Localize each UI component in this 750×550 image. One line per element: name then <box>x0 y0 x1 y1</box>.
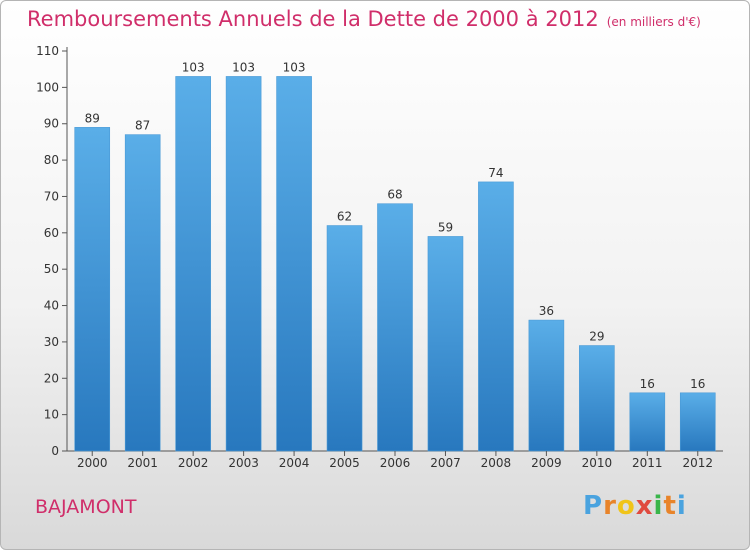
bar-value-label: 59 <box>438 220 453 234</box>
y-tick-label: 0 <box>51 444 59 458</box>
bar-value-label: 62 <box>337 210 352 224</box>
x-tick-label: 2003 <box>228 456 259 470</box>
bar-value-label: 103 <box>182 60 205 74</box>
bar <box>326 225 363 452</box>
bar-value-label: 36 <box>539 304 554 318</box>
x-tick-label: 2008 <box>481 456 512 470</box>
proxiti-logo: Proxiti <box>583 491 687 521</box>
y-tick-label: 20 <box>44 371 59 385</box>
bar <box>175 76 211 452</box>
bar <box>377 203 413 452</box>
bar <box>124 134 161 452</box>
logo-letter: o <box>616 491 636 521</box>
bar-value-label: 103 <box>232 60 255 74</box>
bar-value-label: 29 <box>589 330 604 344</box>
y-tick-label: 60 <box>44 226 59 240</box>
bar <box>679 392 716 452</box>
x-tick-label: 2004 <box>279 456 310 470</box>
bar <box>629 392 666 452</box>
x-tick-label: 2007 <box>430 456 461 470</box>
bar-value-label: 74 <box>488 166 503 180</box>
logo-letter: r <box>603 491 617 521</box>
y-tick-label: 50 <box>44 262 59 276</box>
logo-letter: i <box>653 491 664 521</box>
bar <box>427 236 464 452</box>
bar-value-label: 68 <box>387 188 402 202</box>
x-tick-label: 2011 <box>632 456 663 470</box>
bar <box>579 345 615 452</box>
x-tick-label: 2005 <box>329 456 360 470</box>
bar-value-label: 16 <box>640 377 655 391</box>
x-tick-label: 2006 <box>380 456 411 470</box>
x-tick-label: 2001 <box>127 456 158 470</box>
chart-title: Remboursements Annuels de la Dette de 20… <box>27 7 599 31</box>
bar <box>478 181 514 452</box>
y-tick-label: 10 <box>44 408 59 422</box>
y-tick-label: 90 <box>44 117 59 131</box>
y-tick-label: 70 <box>44 189 59 203</box>
y-tick-label: 40 <box>44 299 59 313</box>
logo-letter: t <box>663 491 677 521</box>
bar <box>225 76 262 452</box>
y-tick-label: 80 <box>44 153 59 167</box>
commune-name: BAJAMONT <box>35 496 137 518</box>
logo-letter: P <box>583 491 604 521</box>
bar-value-label: 16 <box>690 377 705 391</box>
x-tick-label: 2010 <box>582 456 613 470</box>
bar-value-label: 89 <box>85 111 100 125</box>
x-tick-label: 2000 <box>77 456 108 470</box>
x-tick-label: 2009 <box>531 456 562 470</box>
x-tick-label: 2002 <box>178 456 209 470</box>
logo-letter: i <box>676 491 687 521</box>
unit-note: (en milliers d'€) <box>606 15 701 29</box>
y-tick-label: 110 <box>36 44 59 58</box>
logo-letter: x <box>635 491 654 521</box>
bar-value-label: 87 <box>135 119 150 133</box>
bar <box>528 319 565 452</box>
y-tick-label: 30 <box>44 335 59 349</box>
bar <box>74 127 111 452</box>
bar <box>276 76 312 452</box>
x-tick-label: 2012 <box>682 456 713 470</box>
chart-title-block: Remboursements Annuels de la Dette de 20… <box>27 7 701 31</box>
bar-value-label: 103 <box>283 60 306 74</box>
y-tick-label: 100 <box>36 80 59 94</box>
